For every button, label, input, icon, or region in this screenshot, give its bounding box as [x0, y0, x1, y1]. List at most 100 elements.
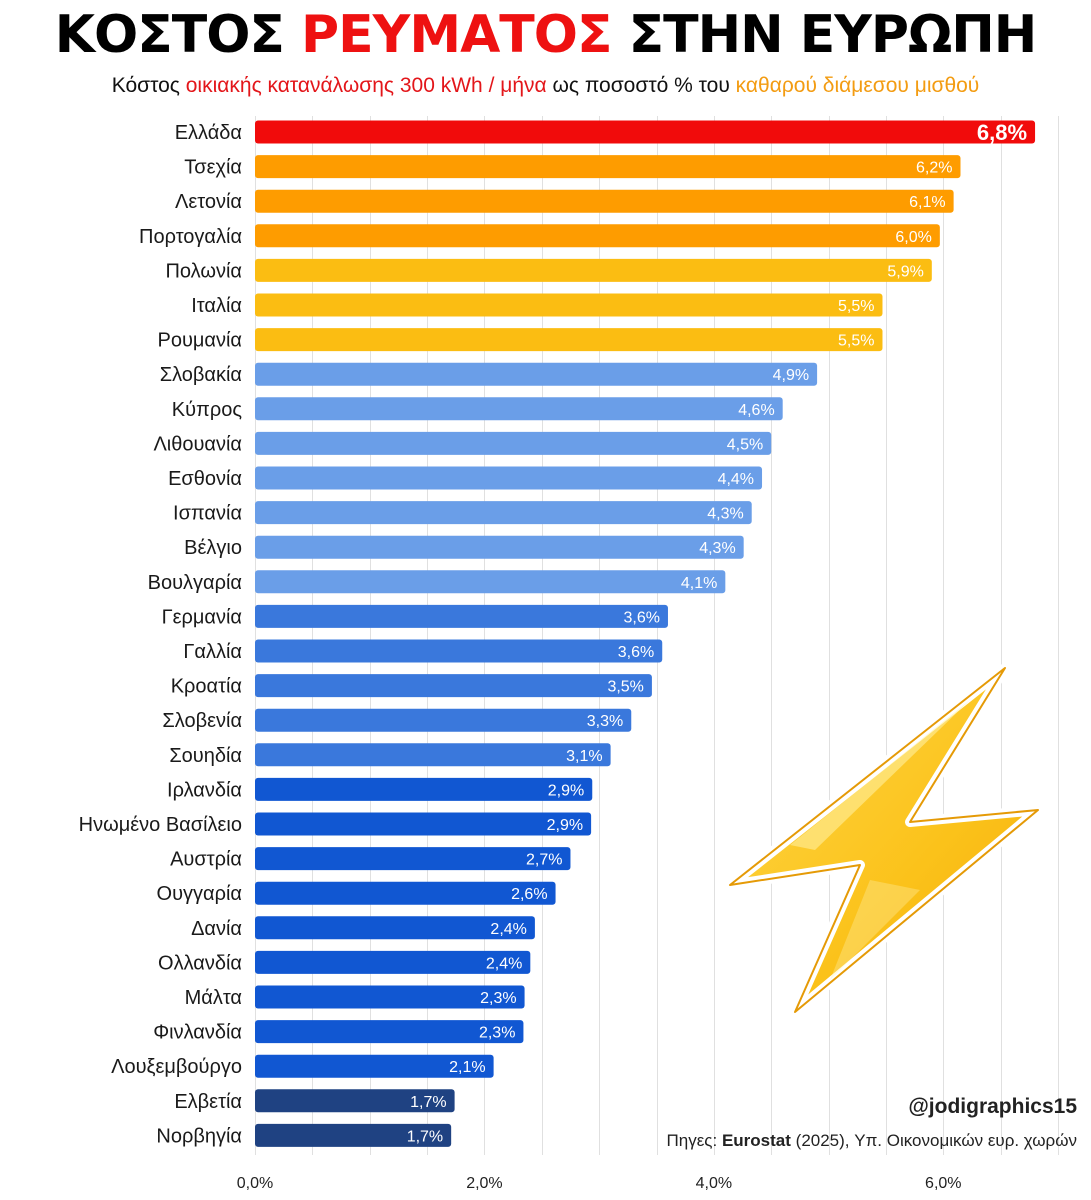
category-label: Σλοβακία: [160, 364, 242, 386]
bar: [255, 431, 772, 455]
value-label: 2,3%: [479, 1025, 515, 1042]
value-label: 4,4%: [718, 471, 754, 488]
value-label: 2,4%: [486, 955, 522, 972]
bar: [255, 535, 744, 559]
category-label: Κύπρος: [172, 399, 243, 421]
bar: [255, 1054, 494, 1078]
bar: [255, 777, 593, 801]
value-label: 6,0%: [895, 229, 931, 246]
bar: [255, 1089, 455, 1113]
category-label: Δανία: [191, 918, 242, 940]
value-label: 3,6%: [624, 609, 660, 626]
category-label: Αυστρία: [170, 849, 242, 871]
bar: [255, 328, 883, 352]
value-label: 4,9%: [773, 367, 809, 384]
bar: [255, 362, 818, 386]
category-label: Πορτογαλία: [139, 226, 242, 248]
bar: [255, 916, 535, 940]
value-label: 4,3%: [699, 540, 735, 557]
chart-title: ΚΟΣΤΟΣ ΡΕΥΜΑΤΟΣ ΣΤΗΝ ΕΥΡΩΠΗ: [0, 2, 1091, 68]
category-label: Ελλάδα: [175, 122, 242, 144]
bar: [255, 501, 752, 525]
value-label: 2,7%: [526, 852, 562, 869]
bars: [255, 120, 1036, 1147]
source-name: Eurostat: [721, 1131, 791, 1150]
category-label: Ουγγαρία: [157, 883, 242, 905]
category-label: Πολωνία: [165, 260, 242, 282]
value-label: 6,2%: [916, 160, 952, 177]
value-label: 5,5%: [838, 333, 874, 350]
bar: [255, 812, 592, 836]
value-label: 3,6%: [618, 644, 654, 661]
source-note: Πηγες: Eurostat (2025), Υπ. Οικονομικών …: [666, 1131, 1077, 1151]
chart-subtitle: Κόστος οικιακής κατανάλωσης 300 kWh / μή…: [0, 72, 1091, 100]
source-prefix: Πηγες:: [666, 1131, 718, 1150]
bar: [255, 985, 525, 1009]
subtitle-part-1: Κόστος: [111, 74, 180, 97]
category-label: Ιταλία: [191, 295, 242, 317]
bar: [255, 847, 571, 871]
bar: [255, 708, 632, 732]
category-label: Τσεχία: [184, 157, 242, 179]
value-label: 2,9%: [547, 817, 583, 834]
category-label: Ηνωμένο Βασίλειο: [79, 814, 242, 836]
author-credit: @jodigraphics15: [908, 1095, 1077, 1118]
category-label: Γαλλία: [183, 641, 242, 663]
source-suffix: (2025), Υπ. Οικονομικών ευρ. χωρών: [795, 1131, 1077, 1150]
bar: [255, 639, 663, 663]
bar: [255, 189, 954, 213]
category-labels: Ελλάδα Τσεχία Λετονία Πορτογαλία Πολωνία Ιταλ…: [79, 122, 243, 1147]
value-label: 4,6%: [738, 402, 774, 419]
value-label: 4,3%: [707, 506, 743, 523]
title-part-3: ΣΤΗΝ ΕΥΡΩΠΗ: [628, 5, 1038, 65]
category-label: Φινλανδία: [153, 1022, 242, 1044]
value-label: 2,1%: [449, 1059, 485, 1076]
category-label: Κροατία: [171, 676, 242, 698]
title-part-1: ΚΟΣΤΟΣ: [54, 5, 285, 65]
value-label: 5,5%: [838, 298, 874, 315]
x-axis-ticks: 0,0% 2,0% 4,0% 6,0%: [237, 1175, 962, 1192]
bar: [255, 881, 556, 905]
category-label: Λουξεμβούργο: [111, 1056, 242, 1078]
value-label: 4,1%: [681, 575, 717, 592]
category-label: Λιθουανία: [153, 433, 242, 455]
bar: [255, 1020, 524, 1044]
value-label: 6,8%: [977, 120, 1027, 145]
category-label: Σουηδία: [169, 745, 242, 767]
bar: [255, 1123, 452, 1147]
category-label: Βουλγαρία: [148, 572, 242, 594]
category-label: Ρουμανία: [158, 330, 243, 352]
category-label: Λετονία: [175, 191, 242, 213]
category-label: Ισπανία: [173, 503, 242, 525]
x-tick-label: 4,0%: [696, 1175, 732, 1192]
category-label: Ολλανδία: [158, 952, 242, 974]
subtitle-part-2: οικιακής κατανάλωσης 300 kWh / μήνα: [185, 74, 547, 97]
category-label: Ελβετία: [174, 1091, 242, 1113]
value-label: 3,5%: [607, 679, 643, 696]
value-label: 3,1%: [566, 748, 602, 765]
value-label: 1,7%: [410, 1094, 446, 1111]
bar: [255, 604, 668, 628]
value-label: 4,5%: [727, 436, 763, 453]
bar: [255, 258, 932, 282]
x-tick-label: 2,0%: [466, 1175, 502, 1192]
bar: [255, 224, 940, 248]
value-label: 1,7%: [407, 1128, 443, 1145]
bar: [255, 950, 531, 974]
category-label: Νορβηγία: [156, 1125, 242, 1147]
bar: [255, 466, 763, 490]
value-label: 2,3%: [480, 990, 516, 1007]
value-label: 2,9%: [548, 782, 584, 799]
category-label: Γερμανία: [162, 606, 242, 628]
value-label: 3,3%: [587, 713, 623, 730]
subtitle-part-3: ως ποσοστό % του: [552, 74, 730, 97]
value-labels: 6,8% 6,2% 6,1% 6,0% 5,9% 5,5% 5,5% 4,9% 4,6% 4,5%…: [407, 120, 1027, 1145]
title-part-2: ΡΕΥΜΑΤΟΣ: [301, 5, 612, 65]
category-label: Βέλγιο: [184, 537, 242, 559]
value-label: 6,1%: [909, 194, 945, 211]
bar: [255, 674, 652, 698]
bar: [255, 120, 1036, 144]
category-label: Σλοβενία: [162, 710, 242, 732]
value-label: 2,4%: [490, 921, 526, 938]
